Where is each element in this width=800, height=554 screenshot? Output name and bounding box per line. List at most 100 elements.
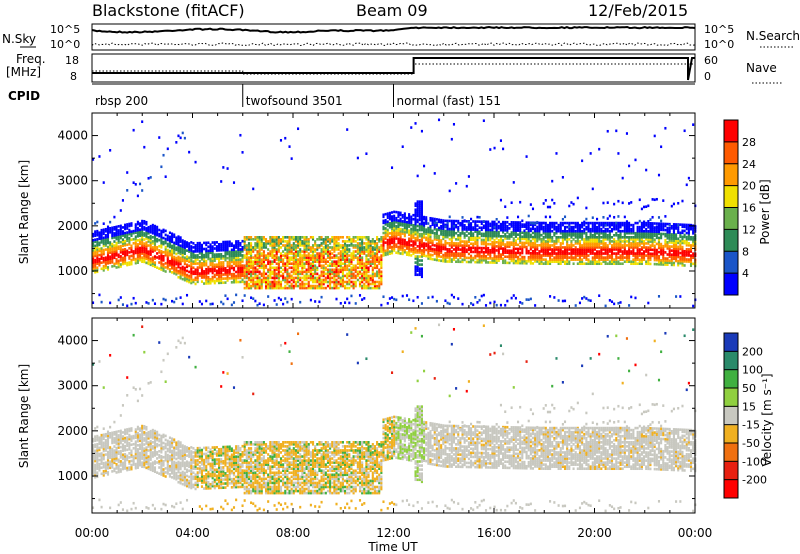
power-cell bbox=[373, 280, 377, 284]
power-cell bbox=[190, 271, 193, 275]
power-cell bbox=[371, 250, 374, 253]
power-cell bbox=[273, 256, 276, 259]
power-cell bbox=[610, 262, 614, 266]
power-cell bbox=[307, 282, 310, 286]
power-cell bbox=[224, 246, 227, 250]
power-cell bbox=[213, 269, 216, 273]
power-cell bbox=[314, 278, 317, 282]
power-cell bbox=[423, 236, 426, 239]
power-cell bbox=[455, 250, 458, 253]
power-cell bbox=[318, 236, 321, 239]
power-cell bbox=[487, 257, 490, 260]
power-cell bbox=[245, 284, 248, 288]
power-cell bbox=[273, 238, 276, 241]
power-cell bbox=[367, 270, 370, 274]
power-cell bbox=[124, 225, 127, 229]
power-cell bbox=[557, 256, 560, 259]
power-cell bbox=[596, 254, 599, 257]
power-cell bbox=[179, 270, 182, 274]
power-cell bbox=[546, 242, 549, 245]
power-cell bbox=[173, 261, 176, 265]
power-cell bbox=[516, 223, 520, 226]
power-cell bbox=[431, 253, 434, 257]
power-cell bbox=[183, 262, 186, 266]
power-cell bbox=[335, 284, 338, 288]
power-cell bbox=[561, 256, 564, 259]
power-cell bbox=[138, 252, 142, 256]
power-cell bbox=[581, 248, 584, 251]
power-cell bbox=[463, 252, 466, 256]
power-cell bbox=[104, 260, 107, 264]
power-cell bbox=[512, 261, 515, 265]
power-cell bbox=[128, 255, 131, 258]
power-cell bbox=[608, 240, 611, 243]
power-cell bbox=[254, 244, 257, 247]
power-cell bbox=[192, 256, 195, 259]
power-cell bbox=[446, 221, 449, 225]
power-cell bbox=[472, 250, 475, 254]
power-cell bbox=[593, 221, 596, 225]
power-cell bbox=[608, 250, 611, 253]
power-cell bbox=[380, 303, 383, 307]
power-cell bbox=[235, 276, 238, 280]
power-cell bbox=[581, 223, 584, 227]
power-cell bbox=[128, 230, 131, 234]
power-cell bbox=[563, 260, 567, 263]
power-cell bbox=[177, 261, 180, 265]
power-cell bbox=[267, 252, 270, 255]
power-cell bbox=[171, 240, 174, 244]
power-cell bbox=[245, 250, 248, 253]
power-cell bbox=[559, 227, 562, 231]
power-cell bbox=[506, 245, 509, 248]
power-cell bbox=[132, 229, 135, 233]
power-cell bbox=[260, 282, 263, 286]
power-cell bbox=[203, 274, 206, 277]
power-cell bbox=[621, 246, 624, 249]
power-cell bbox=[220, 269, 223, 272]
power-cell bbox=[256, 254, 259, 257]
power-cell bbox=[572, 231, 575, 235]
power-cell bbox=[243, 254, 246, 257]
power-cell bbox=[516, 229, 520, 232]
power-cell bbox=[645, 227, 648, 231]
power-cell bbox=[576, 231, 579, 235]
power-cell bbox=[574, 304, 577, 307]
power-cell bbox=[147, 230, 150, 233]
power-cell bbox=[570, 221, 573, 225]
power-cell bbox=[290, 244, 293, 247]
power-cell bbox=[136, 243, 139, 246]
power-cell bbox=[566, 238, 569, 241]
power-cell bbox=[365, 256, 368, 259]
power-cell bbox=[299, 284, 302, 288]
power-cell bbox=[316, 260, 319, 263]
power-cell bbox=[519, 259, 522, 263]
power-cell bbox=[369, 264, 372, 268]
power-cell bbox=[587, 244, 590, 247]
power-cell bbox=[382, 241, 385, 245]
power-cell bbox=[502, 239, 505, 242]
power-cell bbox=[502, 247, 505, 250]
power-cell bbox=[574, 246, 577, 249]
power-cell bbox=[429, 249, 432, 253]
power-cell bbox=[322, 246, 325, 249]
power-cell bbox=[578, 256, 582, 259]
power-cell bbox=[529, 258, 532, 261]
power-cell bbox=[418, 267, 421, 270]
power-cell bbox=[578, 236, 582, 239]
power-cell bbox=[230, 281, 233, 284]
power-cell bbox=[495, 259, 498, 262]
power-cell bbox=[237, 250, 240, 253]
power-cell bbox=[617, 260, 620, 263]
power-cell bbox=[474, 226, 477, 229]
power-cell bbox=[337, 264, 340, 268]
power-cell bbox=[613, 248, 616, 251]
power-cell bbox=[416, 295, 419, 299]
power-cell bbox=[126, 253, 129, 257]
power-cell bbox=[418, 255, 421, 258]
power-cell bbox=[653, 248, 656, 252]
power-cell bbox=[602, 252, 605, 255]
power-cell bbox=[593, 254, 596, 257]
power-cell bbox=[113, 264, 116, 268]
power-cell bbox=[440, 247, 443, 250]
power-cell bbox=[228, 272, 231, 276]
